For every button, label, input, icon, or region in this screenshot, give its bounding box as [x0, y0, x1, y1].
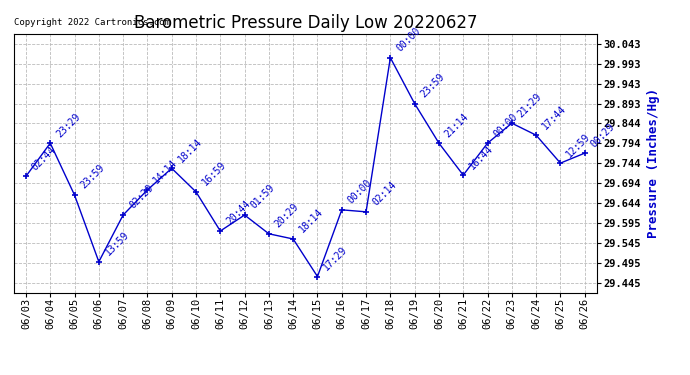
Text: 12:59: 12:59	[564, 131, 593, 159]
Title: Barometric Pressure Daily Low 20220627: Barometric Pressure Daily Low 20220627	[134, 14, 477, 32]
Text: 18:14: 18:14	[297, 207, 325, 235]
Text: 02:44: 02:44	[30, 144, 58, 172]
Text: 02:29: 02:29	[127, 183, 155, 211]
Text: 21:29: 21:29	[516, 91, 544, 119]
Text: 17:44: 17:44	[540, 103, 568, 131]
Text: 20:44: 20:44	[224, 199, 253, 227]
Text: 16:59: 16:59	[200, 160, 228, 188]
Y-axis label: Pressure (Inches/Hg): Pressure (Inches/Hg)	[647, 88, 660, 238]
Text: 00:00: 00:00	[395, 26, 422, 54]
Text: 16:44: 16:44	[467, 143, 495, 171]
Text: 02:14: 02:14	[371, 180, 398, 208]
Text: 00:00: 00:00	[346, 178, 374, 206]
Text: 20:29: 20:29	[273, 202, 301, 229]
Text: 18:14: 18:14	[176, 136, 204, 164]
Text: 14:14: 14:14	[152, 158, 179, 186]
Text: 17:29: 17:29	[322, 244, 349, 272]
Text: 00:29: 00:29	[589, 121, 617, 149]
Text: 00:00: 00:00	[492, 111, 520, 139]
Text: 21:14: 21:14	[443, 111, 471, 139]
Text: 23:29: 23:29	[55, 111, 82, 139]
Text: 23:59: 23:59	[419, 72, 446, 99]
Text: Copyright 2022 Cartronics.com: Copyright 2022 Cartronics.com	[14, 18, 170, 27]
Text: 01:59: 01:59	[249, 183, 277, 211]
Text: 13:59: 13:59	[103, 230, 131, 258]
Text: 23:59: 23:59	[79, 163, 106, 191]
